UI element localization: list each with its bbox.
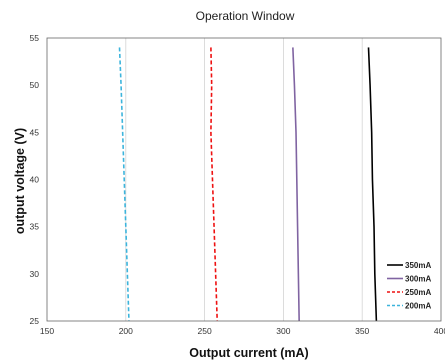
series-lines: [118, 47, 378, 322]
chart-title: Operation Window: [196, 9, 295, 23]
x-tick-label: 350: [355, 326, 369, 336]
series-line-250mA: [210, 47, 219, 322]
legend-entry-350mA: 350mA: [405, 261, 431, 270]
legend-entry-250mA: 250mA: [405, 288, 431, 297]
y-axis-label: output voltage (V): [13, 128, 27, 234]
y-tick-label: 45: [30, 127, 40, 137]
plot-frame: [46, 37, 442, 322]
series-line-300mA: [292, 47, 300, 322]
y-tick-label: 55: [30, 33, 40, 43]
y-tick-label: 30: [30, 269, 40, 279]
x-tick-label: 400: [434, 326, 445, 336]
x-tick-label: 200: [119, 326, 133, 336]
x-tick-labels: 150 200 250 300 350 400: [40, 326, 445, 336]
y-tick-label: 25: [30, 316, 40, 326]
x-tick-label: 250: [198, 326, 212, 336]
x-tick-label: 150: [40, 326, 54, 336]
x-tick-label: 300: [276, 326, 290, 336]
legend-entry-200mA: 200mA: [405, 302, 431, 311]
y-tick-label: 40: [30, 175, 40, 185]
x-axis-label: Output current (mA): [189, 346, 308, 360]
series-line-200mA: [118, 47, 130, 322]
legend: 350mA 300mA 250mA 200mA: [387, 261, 431, 311]
y-tick-label: 50: [30, 80, 40, 90]
grid: [125, 38, 363, 321]
y-tick-label: 35: [30, 222, 40, 232]
series-line-350mA: [367, 47, 378, 322]
y-tick-labels: 25 30 35 40 45 50 55: [30, 33, 40, 326]
legend-entry-300mA: 300mA: [405, 275, 431, 284]
